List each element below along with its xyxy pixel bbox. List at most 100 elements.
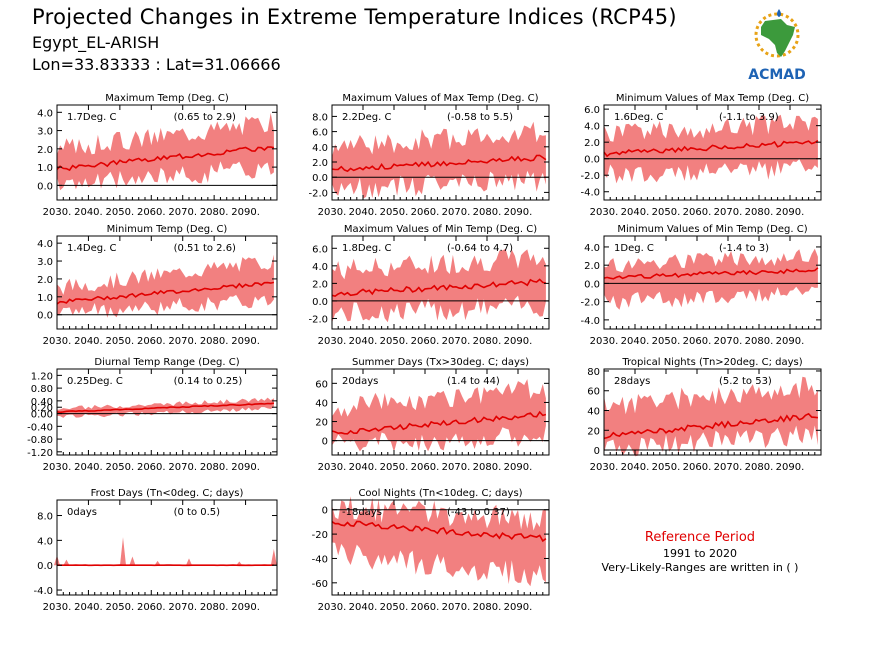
median-line (331, 410, 547, 435)
mean-change-label: 0.25Deg. C (67, 376, 123, 387)
y-tick-label: 2.0 (312, 279, 328, 290)
x-tick-label: 2060. (411, 336, 440, 347)
mean-change-label: -18days (342, 507, 382, 518)
reference-period-title: Reference Period (644, 530, 756, 545)
x-tick-label: 2070. (714, 207, 743, 218)
y-tick-label: -1.20 (27, 448, 53, 459)
x-tick-label: 2040. (349, 462, 378, 473)
range-band (332, 248, 546, 323)
range-band (57, 254, 274, 318)
likely-range-label: (-43 to 0.37) (447, 507, 510, 518)
x-tick-label: 2030. (590, 462, 619, 473)
x-tick-label: 2090. (231, 602, 260, 613)
x-tick-label: 2090. (776, 207, 805, 218)
mean-change-label: 1.4Deg. C (67, 243, 116, 254)
x-tick-label: 2060. (411, 462, 440, 473)
y-tick-label: 0.0 (312, 173, 328, 184)
x-tick-label: 2050. (106, 602, 135, 613)
mean-change-label: 1.6Deg. C (614, 112, 663, 123)
chart-title: Minimum Temp (Deg. C) (107, 224, 228, 235)
y-tick-label: -4.0 (580, 188, 600, 199)
spike-mark (186, 558, 192, 566)
y-tick-label: 20 (587, 426, 600, 437)
range-band (57, 112, 274, 191)
chart-title: Maximum Values of Min Temp (Deg. C) (344, 224, 537, 235)
mean-change-label: 1.7Deg. C (67, 112, 116, 123)
range-band (604, 376, 818, 457)
chart-title: Cool Nights (Tn<10deg. C; days) (358, 488, 522, 499)
chart-title: Diurnal Temp Range (Deg. C) (94, 357, 239, 368)
x-tick-label: 2090. (504, 336, 533, 347)
y-tick-label: 80 (587, 367, 600, 378)
x-tick-label: 2050. (380, 462, 409, 473)
x-tick-label: 2090. (776, 336, 805, 347)
y-tick-label: 0.40 (31, 397, 53, 408)
x-tick-label: 2040. (349, 336, 378, 347)
x-tick-label: 2080. (200, 207, 229, 218)
x-tick-label: 2080. (473, 462, 502, 473)
y-tick-label: 40 (315, 398, 328, 409)
y-tick-label: -60 (312, 579, 328, 590)
likely-range-label: (0.51 to 2.6) (174, 243, 236, 254)
x-tick-label: 2040. (621, 336, 650, 347)
y-tick-label: 1.0 (37, 163, 53, 174)
y-tick-label: 0.0 (584, 155, 600, 166)
median-line (56, 402, 275, 414)
chart-panel: 0.0 1.0 2.0 3.0 4.0 2030. 2040. 2050. 2060. 2070.… (37, 224, 278, 347)
mean-change-label: 20days (342, 376, 378, 387)
x-tick-label: 2030. (43, 336, 72, 347)
range-band (332, 121, 546, 199)
africa-map-icon (761, 19, 795, 57)
x-tick-label: 2040. (74, 207, 103, 218)
y-tick-label: 4.0 (584, 243, 600, 254)
range-band (332, 496, 546, 587)
y-tick-label: -0.80 (27, 435, 53, 446)
x-tick-label: 2080. (473, 207, 502, 218)
chart-panel: -2.0 0.0 2.0 4.0 6.0 2030. 2040. 2050. 2060. 2070… (308, 224, 550, 347)
x-tick-label: 2030. (590, 336, 619, 347)
x-tick-label: 2070. (168, 207, 197, 218)
x-tick-label: 2080. (745, 462, 774, 473)
chart-panel: 0 20 40 60 2030. 2040. 2050. 2060. 2070. 2080. 209… (315, 357, 550, 473)
x-tick-label: 2080. (200, 462, 229, 473)
x-tick-label: 2090. (776, 462, 805, 473)
spike-mark (120, 537, 126, 566)
x-tick-label: 2090. (231, 336, 260, 347)
y-tick-label: 6.0 (312, 244, 328, 255)
range-band (604, 248, 818, 310)
y-tick-label: 1.0 (37, 293, 53, 304)
plot-frame (56, 104, 278, 201)
y-tick-label: 2.0 (37, 145, 53, 156)
x-tick-label: 2040. (621, 207, 650, 218)
likely-range-label: (-0.58 to 5.5) (447, 112, 513, 123)
y-tick-label: 2.0 (312, 158, 328, 169)
reference-period-note: Reference Period 1991 to 2020 Very-Likel… (585, 530, 815, 574)
y-tick-label: 8.0 (37, 512, 53, 523)
x-tick-label: 2070. (168, 602, 197, 613)
reference-period-years: 1991 to 2020 (662, 547, 738, 560)
y-tick-label: 4.0 (37, 108, 53, 119)
y-tick-label: -2.0 (580, 171, 600, 182)
x-tick-label: 2060. (137, 207, 166, 218)
plot-frame (331, 235, 550, 330)
y-tick-label: 40 (587, 407, 600, 418)
x-tick-label: 2040. (349, 602, 378, 613)
y-tick-label: 1.20 (31, 371, 53, 382)
x-tick-label: 2090. (504, 602, 533, 613)
median-line (603, 139, 819, 158)
chart-title: Minimum Values of Min Temp (Deg. C) (617, 224, 807, 235)
spike-mark (154, 560, 161, 566)
y-tick-label: 4.0 (312, 143, 328, 154)
y-tick-label: 0.0 (37, 181, 53, 192)
plot-frame (56, 235, 278, 330)
x-tick-label: 2040. (74, 602, 103, 613)
x-tick-label: 2070. (442, 602, 471, 613)
y-tick-label: 2.0 (584, 261, 600, 272)
y-tick-label: 0.0 (584, 279, 600, 290)
y-tick-label: -0.40 (27, 422, 53, 433)
y-tick-label: 3.0 (37, 257, 53, 268)
y-tick-label: 0 (322, 506, 328, 517)
